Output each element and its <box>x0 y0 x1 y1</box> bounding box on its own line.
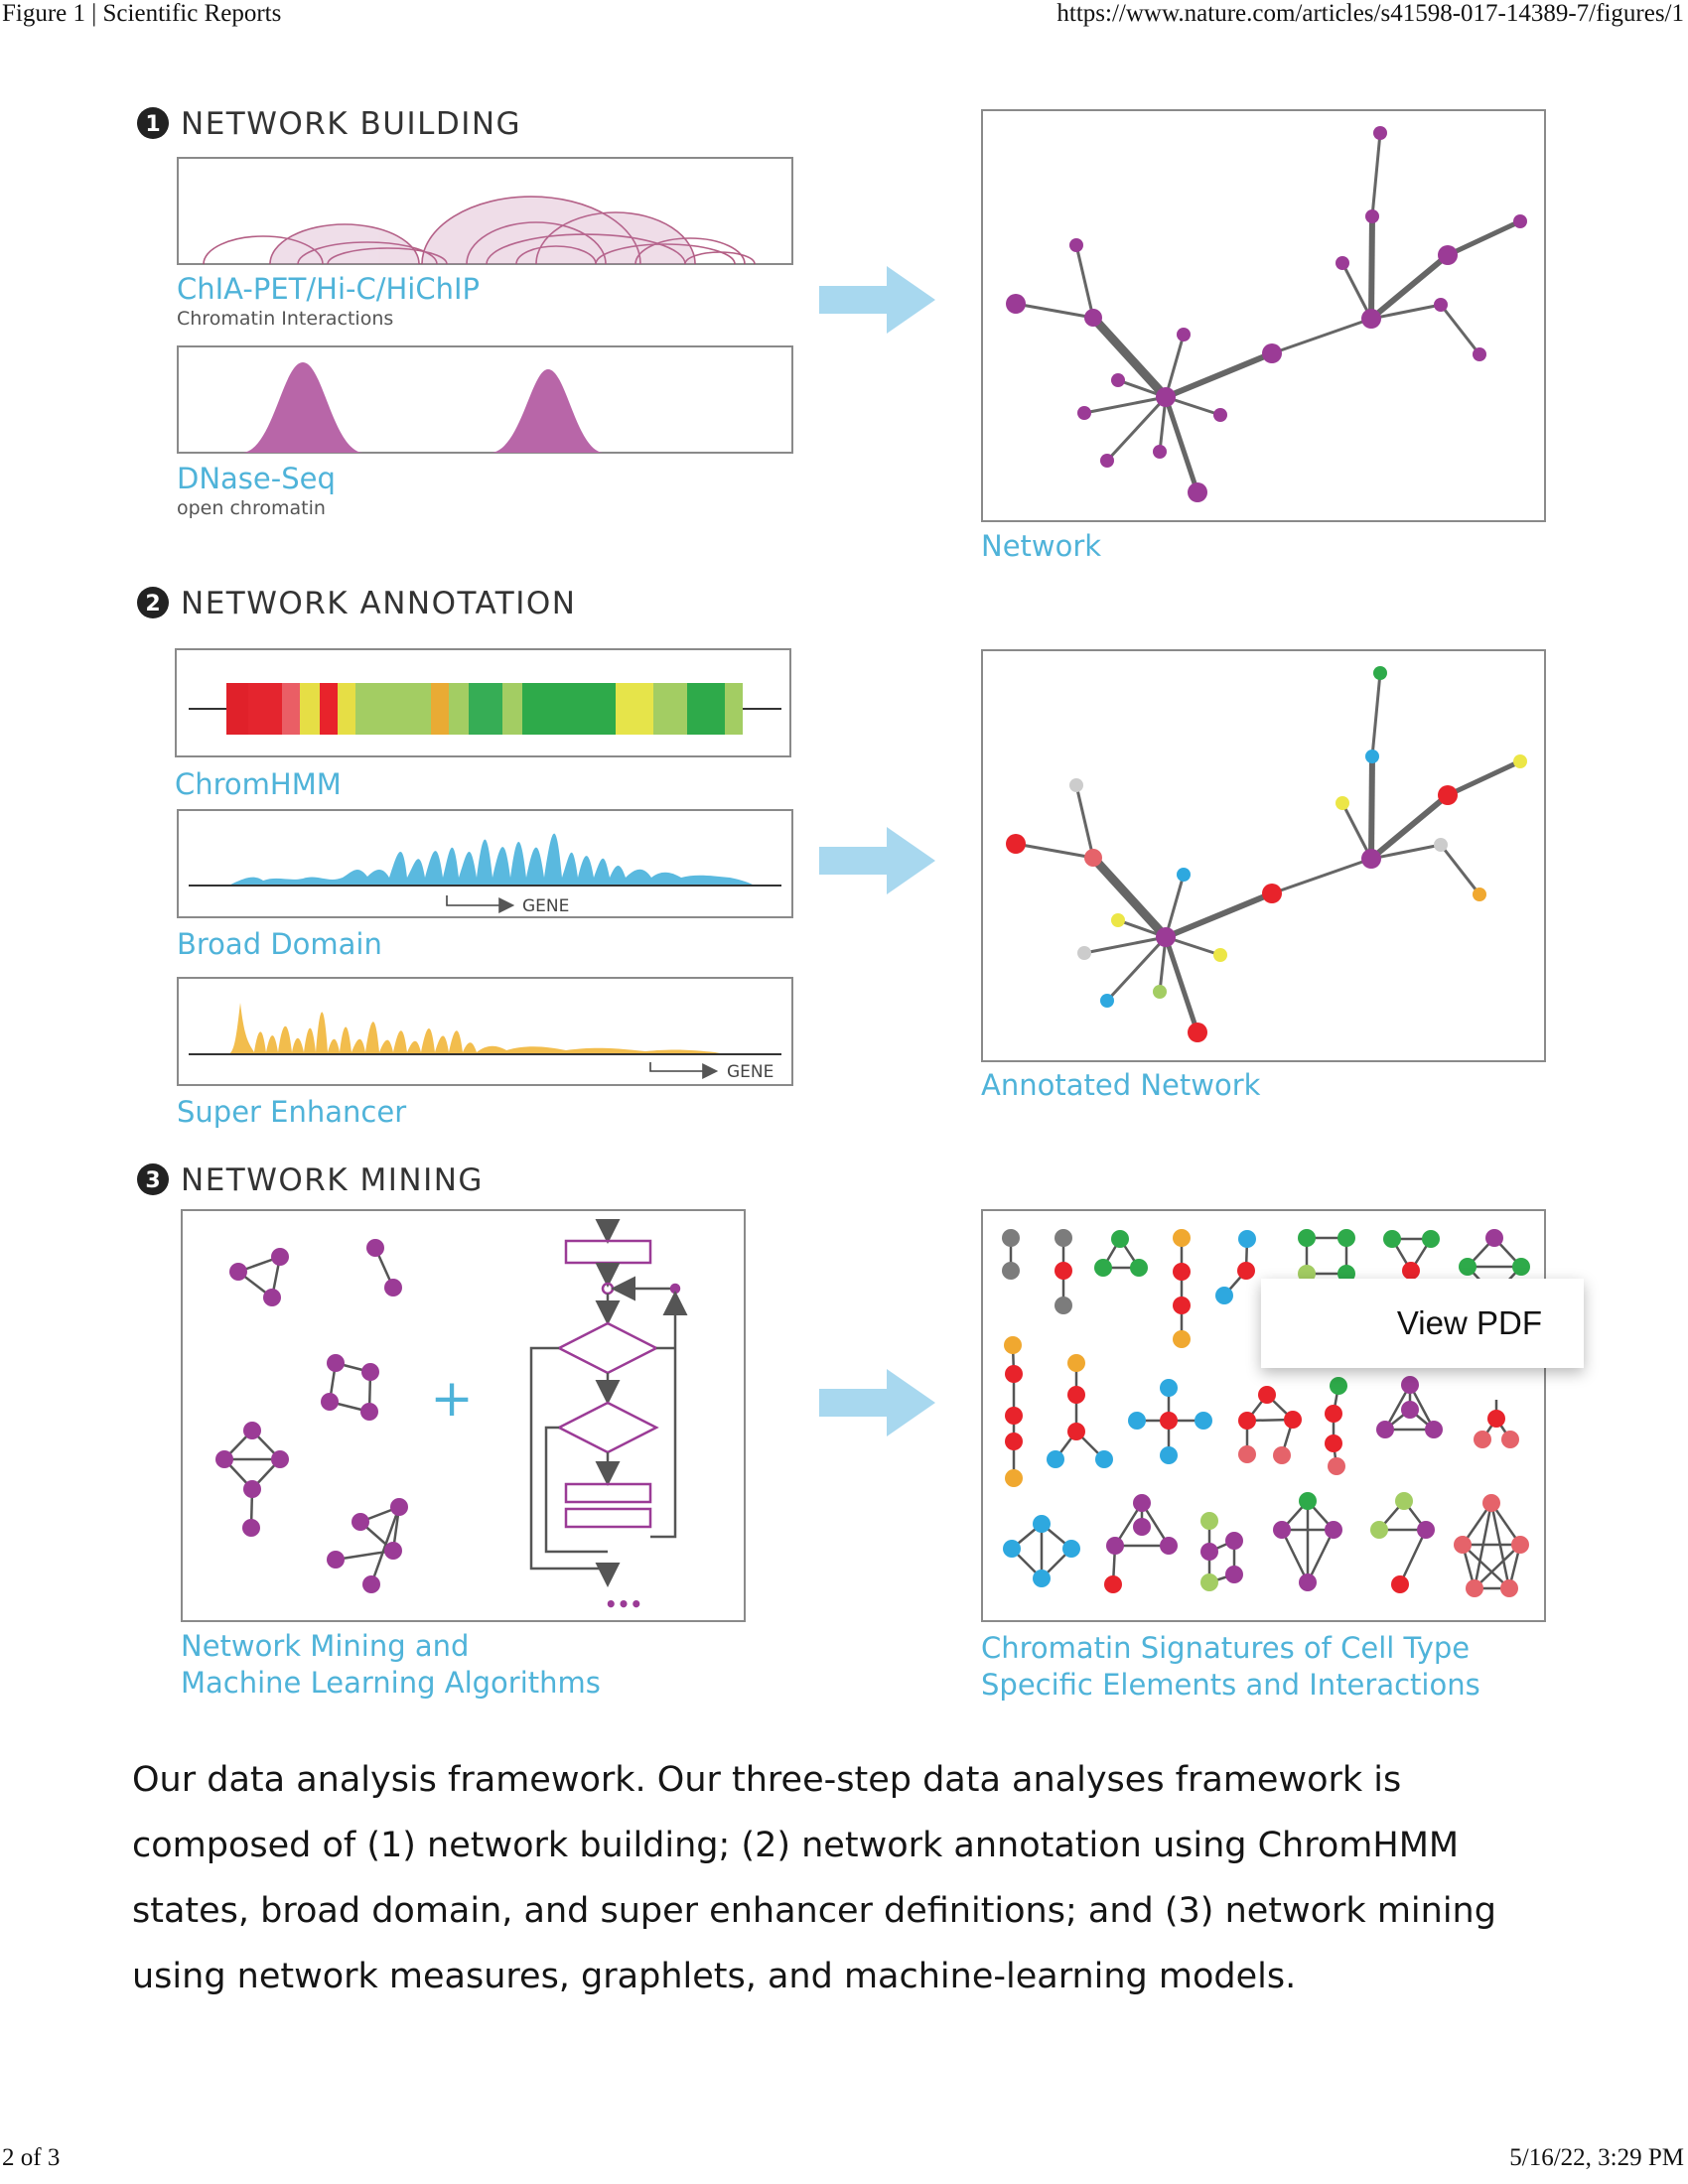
page-count: 2 of 3 <box>2 2144 61 2171</box>
annotated-network-graph <box>1006 666 1527 1042</box>
flow-arrow-3 <box>819 1369 935 1436</box>
annotated-network-panel: Annotated Network <box>981 649 1546 1102</box>
section-2-heading: 2 NETWORK ANNOTATION <box>137 586 576 621</box>
flow-arrow-2 <box>819 827 935 894</box>
section-3-heading: 3 NETWORK MINING <box>137 1162 484 1198</box>
chromhmm-label: ChromHMM <box>175 767 342 801</box>
section-1-heading: 1 NETWORK BUILDING <box>137 106 521 142</box>
panel-frame <box>177 977 793 1086</box>
algorithm-flowchart <box>529 1219 688 1587</box>
arc-shading <box>270 197 695 264</box>
broad-domain-panel: GENE Broad Domain <box>177 809 793 961</box>
section-number: 3 <box>145 1168 160 1193</box>
gene-marker: GENE <box>522 896 569 916</box>
mining-label-line-2: Machine Learning Algorithms <box>181 1666 601 1700</box>
panel-frame <box>981 649 1546 1062</box>
section-number: 2 <box>145 592 160 616</box>
dnase-panel: DNase-Seq open chromatin <box>177 345 793 519</box>
mining-label-line-1: Network Mining and <box>181 1629 469 1663</box>
view-pdf-button[interactable]: View PDF <box>1261 1279 1584 1368</box>
section-number-badge <box>137 587 169 618</box>
section-title: NETWORK BUILDING <box>181 106 521 142</box>
network-label: Network <box>981 529 1101 563</box>
signatures-label-line-1: Chromatin Signatures of Cell Type <box>981 1631 1470 1665</box>
super-enhancer-panel: GENE Super Enhancer <box>177 977 793 1129</box>
annotated-network-label: Annotated Network <box>981 1068 1261 1102</box>
section-number: 1 <box>145 112 160 137</box>
broad-domain-label: Broad Domain <box>177 927 382 961</box>
peak-shape <box>492 369 603 453</box>
print-timestamp: 5/16/22, 3:29 PM <box>1509 2144 1684 2171</box>
chromhmm-panel: ChromHMM <box>175 648 791 801</box>
section-title: NETWORK ANNOTATION <box>181 586 576 621</box>
header-title: Figure 1 | Scientific Reports <box>2 0 282 27</box>
signature-graphlet-nodes <box>1002 1229 1530 1597</box>
section-title: NETWORK MINING <box>181 1162 484 1198</box>
interaction-arcs <box>203 196 756 265</box>
chromhmm-state-track <box>226 683 743 735</box>
network-mining-panel: + ••• Network Mining and Machine Learnin… <box>181 1209 746 1700</box>
plus-sign: + <box>430 1369 474 1429</box>
print-footer: 2 of 3 5/16/22, 3:29 PM <box>0 2144 1688 2174</box>
network-panel: Network <box>981 109 1546 563</box>
dnase-sublabel: open chromatin <box>177 497 326 519</box>
print-header: Figure 1 | Scientific Reports https://ww… <box>0 0 1688 30</box>
dnase-label: DNase-Seq <box>177 462 336 495</box>
peak-shape <box>243 362 362 453</box>
panel-frame <box>981 109 1546 522</box>
section-number-badge <box>137 1163 169 1195</box>
flowchart-ellipsis: ••• <box>605 1592 642 1616</box>
broad-domain-signal <box>228 833 755 886</box>
chia-pet-label: ChIA-PET/Hi-C/HiChIP <box>177 272 480 306</box>
signatures-label-line-2: Specific Elements and Interactions <box>981 1668 1480 1702</box>
figure-caption: Our data analysis framework. Our three-s… <box>132 1760 1496 1996</box>
gene-marker: GENE <box>727 1062 774 1082</box>
network-graph <box>1006 126 1527 502</box>
figure-diagram: 1 NETWORK BUILDING ChIA-PET/Hi-C/HiChIP … <box>137 106 1546 1702</box>
chia-pet-sublabel: Chromatin Interactions <box>177 308 393 330</box>
chia-pet-panel: ChIA-PET/Hi-C/HiChIP Chromatin Interacti… <box>177 157 793 330</box>
flow-arrow-1 <box>819 266 935 334</box>
super-enhancer-label: Super Enhancer <box>177 1095 406 1129</box>
section-number-badge <box>137 107 169 139</box>
header-url: https://www.nature.com/articles/s41598-0… <box>1056 0 1684 27</box>
